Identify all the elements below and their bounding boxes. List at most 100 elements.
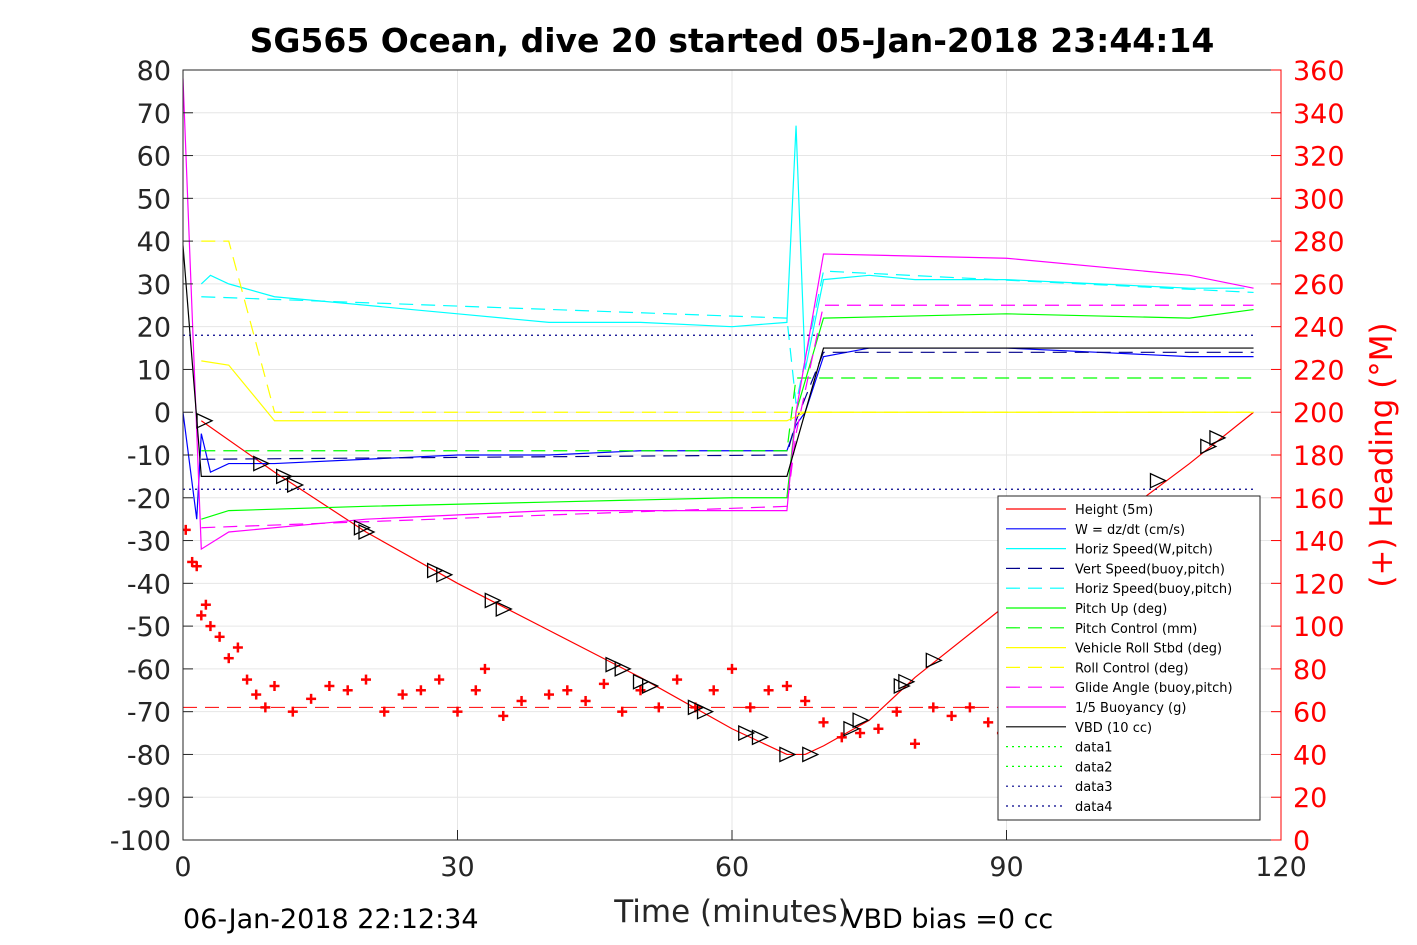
legend-item: Horiz Speed(W,pitch) [1006,543,1213,558]
y2-tick-label: 360 [1293,56,1345,87]
legend-label: Glide Angle (buoy,pitch) [1075,681,1233,696]
depth-marker [925,652,943,669]
depth-marker [898,673,916,690]
heading-point [544,689,554,700]
series-line-3 [201,351,1254,460]
x-tick-label: 0 [174,852,191,883]
y2-tick-label: 80 [1293,655,1327,686]
y2-tick-label: 200 [1293,398,1345,429]
heading-point [183,524,191,535]
y-tick-label: -80 [127,740,171,771]
heading-point [324,681,335,691]
legend-label: Vert Speed(buoy,pitch) [1075,562,1225,577]
heading-point [498,710,509,721]
depth-marker [495,600,513,618]
heading-point [470,685,481,696]
y-tick-label: -10 [127,441,171,472]
footer-date: 06-Jan-2018 22:12:34 [183,904,479,935]
legend-label: Vehicle Roll Stbd (deg) [1075,642,1222,657]
legend-item: Glide Angle (buoy,pitch) [1006,681,1233,696]
heading-point [434,674,445,685]
y-tick-label: 20 [137,313,171,344]
heading-point [617,706,628,717]
legend-item: W = dz/dt (cm/s) [1006,523,1185,538]
legend-item: data4 [1006,800,1113,815]
heading-point [855,728,866,739]
y-tick-label: 80 [137,56,171,87]
depth-marker [738,725,756,742]
depth-marker [632,673,651,690]
x-tick-label: 90 [989,852,1023,883]
heading-point [727,663,737,674]
y2-tick-label: 100 [1293,612,1345,643]
y-tick-label: 40 [137,227,171,258]
y2-tick-label: 280 [1293,227,1345,258]
y-tick-label: -20 [127,484,171,515]
depth-marker [605,656,623,673]
y2-tick-label: 0 [1293,826,1310,857]
legend-item: Horiz Speed(buoy,pitch) [1006,582,1232,597]
legend-label: Height (5m) [1075,503,1153,518]
heading-point [928,702,939,713]
y2-tick-label: 40 [1293,740,1327,771]
y2-tick-label: 180 [1293,441,1345,472]
legend-item: Pitch Up (deg) [1006,602,1167,617]
heading-point [479,663,490,674]
depth-marker [426,562,445,579]
legend-item: data3 [1006,780,1113,795]
depth-marker [751,729,769,746]
y-tick-label: -50 [127,612,171,643]
depth-marker [779,746,797,763]
heading-point [260,702,271,713]
heading-point [251,689,262,700]
series-line-5 [201,308,1254,520]
heading-point [873,723,884,734]
legend-label: Roll Control (deg) [1075,661,1189,676]
y-tick-label: -100 [110,826,171,857]
y-tick-label: 10 [137,355,171,386]
heading-point [361,674,371,685]
y-tick-label: -40 [127,569,171,600]
y-tick-label: 60 [137,142,171,173]
heading-point [891,706,902,717]
depth-marker [196,412,214,429]
legend-label: Pitch Up (deg) [1075,602,1167,617]
heading-point [452,706,463,717]
heading-point [223,653,234,664]
legend: Height (5m) W = dz/dt (cm/s) Horiz Speed(W… [997,495,1261,821]
series-line-10 [183,78,1254,551]
depth-marker [802,746,820,763]
heading-point [818,717,829,728]
heading-point [214,631,225,642]
y2-tick-label: 220 [1293,355,1345,386]
heading-point [946,710,957,721]
depth-marker [696,703,715,720]
legend-item: Roll Control (deg) [1006,661,1189,676]
heading-point [379,706,390,717]
legend-item: Height (5m) [1006,503,1153,518]
legend-label: data3 [1075,780,1113,795]
depth-marker [1149,472,1168,489]
heading-point [200,599,211,610]
y2-tick-label: 260 [1293,270,1345,301]
depth-marker [253,455,271,472]
heading-point [306,693,317,704]
heading-point [763,685,774,696]
y-tick-label: 70 [137,99,171,130]
heading-point [516,695,527,706]
series-line-9 [201,304,1254,529]
y-tick-label: 0 [154,398,171,429]
heading-point [242,674,253,685]
depth-marker [275,468,294,485]
y-tick-label: 30 [137,270,171,301]
heading-point [745,702,756,713]
depth-marker [436,566,454,583]
x-tick-label: 30 [440,852,474,883]
y-tick-label: -70 [127,698,171,729]
legend-label: data1 [1075,741,1113,756]
heading-point [781,681,792,691]
x-ticks: 0 30 60 90 120 [174,830,1307,883]
series-line-8 [201,240,1254,413]
depth-marker [852,712,870,729]
legend-item: data1 [1006,741,1113,756]
